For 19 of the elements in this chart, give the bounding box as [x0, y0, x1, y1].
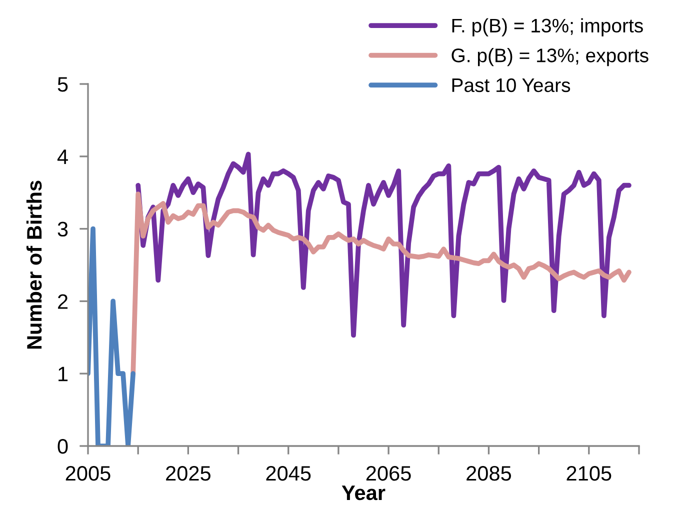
x-tick-label: 2025 [166, 466, 210, 481]
legend-label: F. p(B) = 13%; imports [452, 18, 643, 36]
y-tick-label: 2 [58, 294, 68, 309]
y-axis-title: Number of Births [26, 180, 42, 349]
y-tick-label: 4 [57, 150, 68, 164]
y-tick-label: 5 [58, 77, 68, 92]
y-tick-label: 0 [58, 439, 68, 454]
x-tick-label: 2065 [366, 466, 411, 481]
y-tick-label: 1 [58, 366, 68, 382]
legend-label: Past 10 Years [452, 78, 570, 92]
x-tick-label: 2045 [266, 466, 311, 481]
legend-label: G. p(B) = 13%; exports [452, 48, 648, 66]
x-axis-title: Year [342, 486, 386, 500]
y-tick-label: 3 [58, 222, 68, 237]
line-series [136, 152, 632, 338]
x-tick-label: 2085 [466, 466, 512, 481]
x-tick-label: 2105 [566, 466, 612, 481]
line-series [88, 226, 136, 446]
x-tick-label: 2005 [66, 466, 110, 481]
